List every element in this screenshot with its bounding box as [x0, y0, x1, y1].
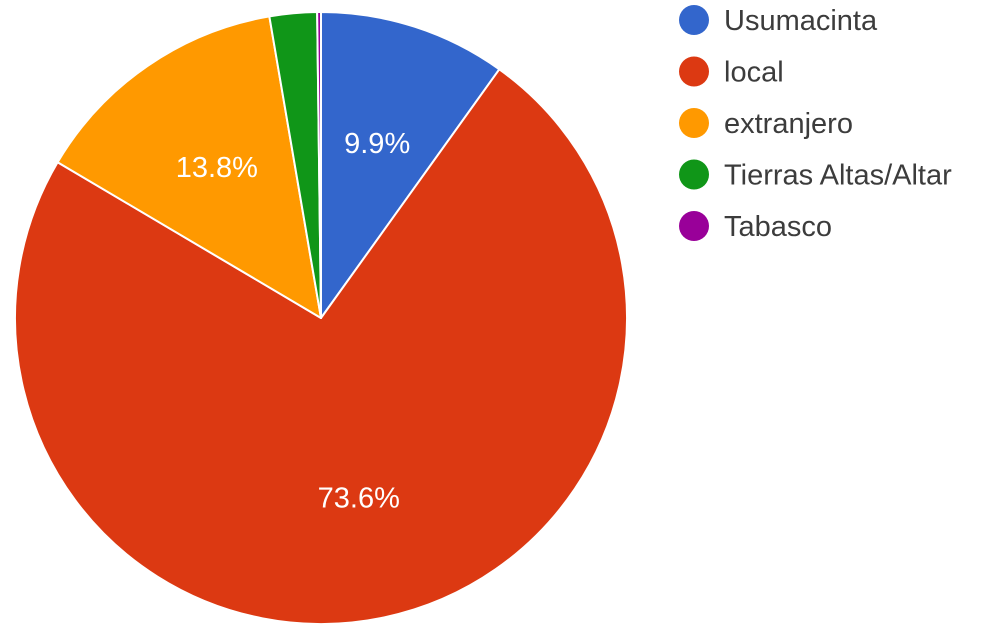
legend-swatch-extranjero	[679, 108, 709, 138]
pie-slices	[14, 10, 628, 624]
legend-swatch-tierras-altas-altar	[679, 159, 709, 190]
legend-item-usumacinta: Usumacinta	[679, 5, 878, 37]
legend-swatch-usumacinta	[679, 5, 709, 35]
slice-label-local: 73.6%	[318, 483, 400, 515]
pie-slice-extranjero	[56, 15, 322, 319]
legend-item-tierras-altas-altar: Tierras Altas/Altar	[679, 159, 952, 192]
slice-label-extranjero: 13.8%	[176, 152, 258, 184]
legend-item-local: local	[679, 56, 784, 89]
legend-item-tabasco: Tabasco	[679, 211, 832, 243]
legend-label-usumacinta: Usumacinta	[724, 5, 878, 37]
pie-slice-usumacinta	[320, 11, 501, 319]
legend-label-tierras-altas-altar: Tierras Altas/Altar	[724, 160, 952, 192]
legend-label-tabasco: Tabasco	[724, 211, 832, 243]
legend-label-local: local	[724, 57, 784, 89]
pie-slice-tabasco	[316, 10, 322, 319]
legend-item-extranjero: extranjero	[679, 108, 853, 140]
chart-legend: Usumacinta local extranjero Tierras Altas/A…	[679, 5, 952, 243]
pie-slice-labels: 9.9% 73.6% 13.8%	[176, 128, 411, 514]
legend-swatch-tabasco	[679, 211, 709, 241]
slice-label-usumacinta: 9.9%	[344, 128, 410, 160]
legend-swatch-local	[679, 56, 709, 87]
legend-label-extranjero: extranjero	[724, 108, 853, 140]
pie-slice-local	[14, 68, 628, 624]
